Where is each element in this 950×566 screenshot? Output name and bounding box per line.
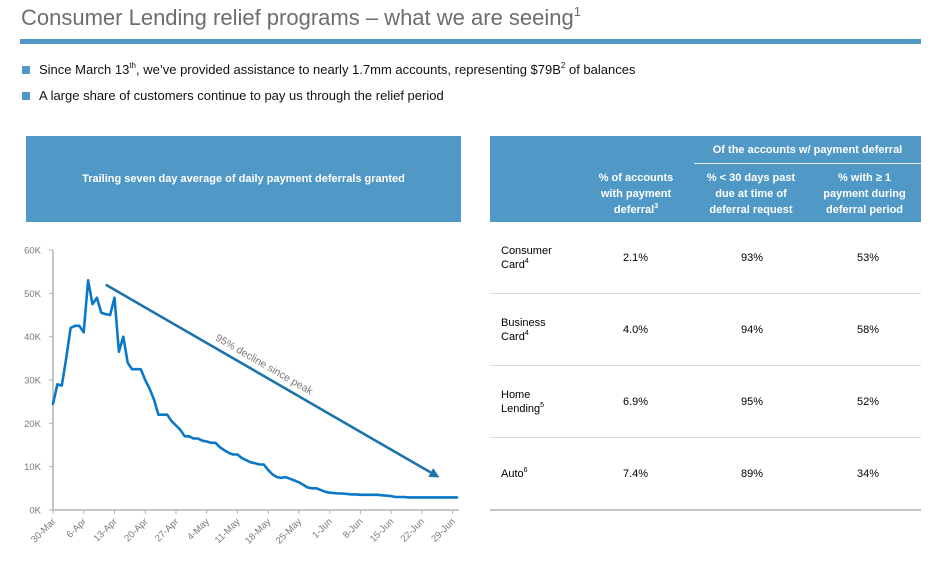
bullet-square-icon	[22, 92, 30, 100]
bullet-item: A large share of customers continue to p…	[22, 88, 635, 114]
cell-pct-paying: 53%	[857, 251, 880, 264]
column-header-line: % < 30 days past	[706, 172, 796, 184]
row-label-text: Card	[501, 258, 525, 271]
row-label: Auto6	[501, 467, 581, 481]
cell-pct-current: 94%	[741, 323, 764, 336]
column-header-line: % with ≥ 1	[837, 172, 892, 184]
decline-arrowhead-icon	[428, 468, 440, 478]
bullet-text: of balances	[565, 62, 636, 77]
x-tick-label: 6-Apr	[65, 516, 89, 540]
column-header-pct-paying: % with ≥ 1 payment during deferral perio…	[808, 170, 921, 218]
title-rule	[20, 39, 921, 44]
bullet-text: A large share of customers continue to p…	[39, 88, 444, 103]
y-tick-label: 40K	[24, 332, 42, 343]
cell-pct-paying: 34%	[857, 467, 880, 480]
bullet-item: Since March 13th, we’ve provided assista…	[22, 62, 635, 88]
row-label-line: Home	[501, 388, 531, 401]
deferrals-line-chart: 0K 10K 20K 30K 40K 50K 60K 30-Mar 6-Apr 13-Apr 20-…	[24, 246, 459, 547]
table-row: Business Card4 4.0% 94% 58%	[490, 294, 921, 366]
cell-pct-deferral: 6.9%	[623, 395, 649, 408]
chart-title: Trailing seven day average of daily paym…	[82, 173, 405, 185]
row-label-line: Consumer	[501, 244, 552, 257]
row-label-text: Lending	[501, 402, 541, 415]
x-tick-label: 18-May	[243, 516, 273, 546]
row-footnote: 4	[524, 257, 529, 265]
x-tick-label: 25-May	[274, 516, 304, 546]
cell-pct-deferral: 2.1%	[623, 251, 649, 264]
row-label-line: Card4	[501, 258, 581, 272]
chart-title-banner: Trailing seven day average of daily paym…	[26, 136, 461, 222]
x-tick-label: 30-Mar	[29, 516, 58, 545]
decline-arrow-line	[105, 283, 432, 474]
row-label: Consumer Card4	[501, 244, 581, 272]
table-header: Of the accounts w/ payment deferral % of…	[490, 136, 921, 222]
cell-pct-current: 93%	[741, 251, 764, 264]
y-tick-label: 60K	[24, 246, 42, 257]
table-row: Auto6 7.4% 89% 34%	[490, 438, 921, 511]
title-footnote: 1	[573, 4, 581, 19]
deferral-table: Of the accounts w/ payment deferral % of…	[490, 136, 921, 511]
cell-pct-deferral: 7.4%	[623, 467, 649, 480]
bullet-superscript: th	[129, 61, 136, 70]
cell-pct-paying: 58%	[857, 323, 880, 336]
cell-pct-current: 89%	[741, 467, 764, 480]
row-label-line: Business	[501, 316, 546, 329]
x-tick-label: 11-May	[213, 516, 243, 546]
row-label-line: Auto6	[501, 467, 581, 481]
bullet-footnote: 2	[560, 61, 566, 70]
x-tick-label: 4-May	[185, 516, 212, 543]
cell-pct-current: 95%	[741, 395, 764, 408]
row-footnote: 6	[523, 466, 528, 474]
cell-pct-deferral: 4.0%	[623, 323, 649, 336]
page-title-text: Consumer Lending relief programs – what …	[21, 5, 574, 30]
y-tick-label: 10K	[24, 462, 42, 473]
table-row: Home Lending5 6.9% 95% 52%	[490, 366, 921, 438]
x-tick-label: 13-Apr	[92, 516, 120, 544]
column-header-line: deferral period	[825, 204, 904, 216]
y-tick-label: 0K	[29, 506, 41, 517]
bullet-square-icon	[22, 66, 30, 74]
row-label-text: Auto	[501, 467, 524, 480]
column-footnote: 3	[654, 203, 659, 210]
row-label: Business Card4	[501, 316, 581, 344]
y-tick-label: 50K	[24, 289, 42, 300]
x-tick-label: 27-Apr	[153, 516, 181, 544]
x-tick-label: 15-Jun	[368, 516, 396, 544]
y-tick-label: 30K	[24, 376, 42, 387]
series-line	[51, 278, 459, 499]
x-tick-label: 22-Jun	[399, 516, 427, 544]
column-header-line: % of accounts	[598, 172, 674, 184]
group-header-divider	[694, 163, 921, 164]
row-label-line: Lending5	[501, 402, 581, 416]
y-tick-label: 20K	[24, 419, 42, 430]
column-header-text: deferral	[613, 204, 655, 216]
column-header-pct-deferral: % of accounts with payment deferral3	[582, 170, 690, 218]
row-label: Home Lending5	[501, 388, 581, 416]
row-footnote: 4	[524, 329, 529, 337]
cell-pct-paying: 52%	[857, 395, 880, 408]
bullet-text: Since March 13	[39, 62, 130, 77]
x-tick-label: 8-Jun	[341, 516, 366, 541]
column-header-line: deferral request	[709, 204, 793, 216]
row-label-line: Card4	[501, 330, 581, 344]
column-header-line: due at time of	[715, 188, 787, 200]
column-header-pct-current: % < 30 days past due at time of deferral…	[694, 170, 808, 218]
row-footnote: 5	[540, 401, 545, 409]
decline-annotation-label: 95% decline since peak	[213, 332, 315, 398]
row-label-text: Card	[501, 330, 525, 343]
table-group-header: Of the accounts w/ payment deferral	[712, 144, 903, 156]
bullet-list: Since March 13th, we’ve provided assista…	[22, 62, 635, 114]
x-tick-label: 1-Jun	[310, 516, 335, 541]
x-tick-label: 20-Apr	[122, 516, 150, 544]
page-title: Consumer Lending relief programs – what …	[21, 5, 581, 31]
column-header-line: payment during	[823, 188, 906, 200]
table-row: Consumer Card4 2.1% 93% 53%	[490, 222, 921, 294]
x-tick-label: 29-Jun	[429, 516, 457, 544]
bullet-text: , we’ve provided assistance to nearly 1.…	[136, 62, 561, 77]
column-header-line: with payment	[600, 188, 672, 200]
column-header-line: deferral3	[582, 202, 690, 218]
